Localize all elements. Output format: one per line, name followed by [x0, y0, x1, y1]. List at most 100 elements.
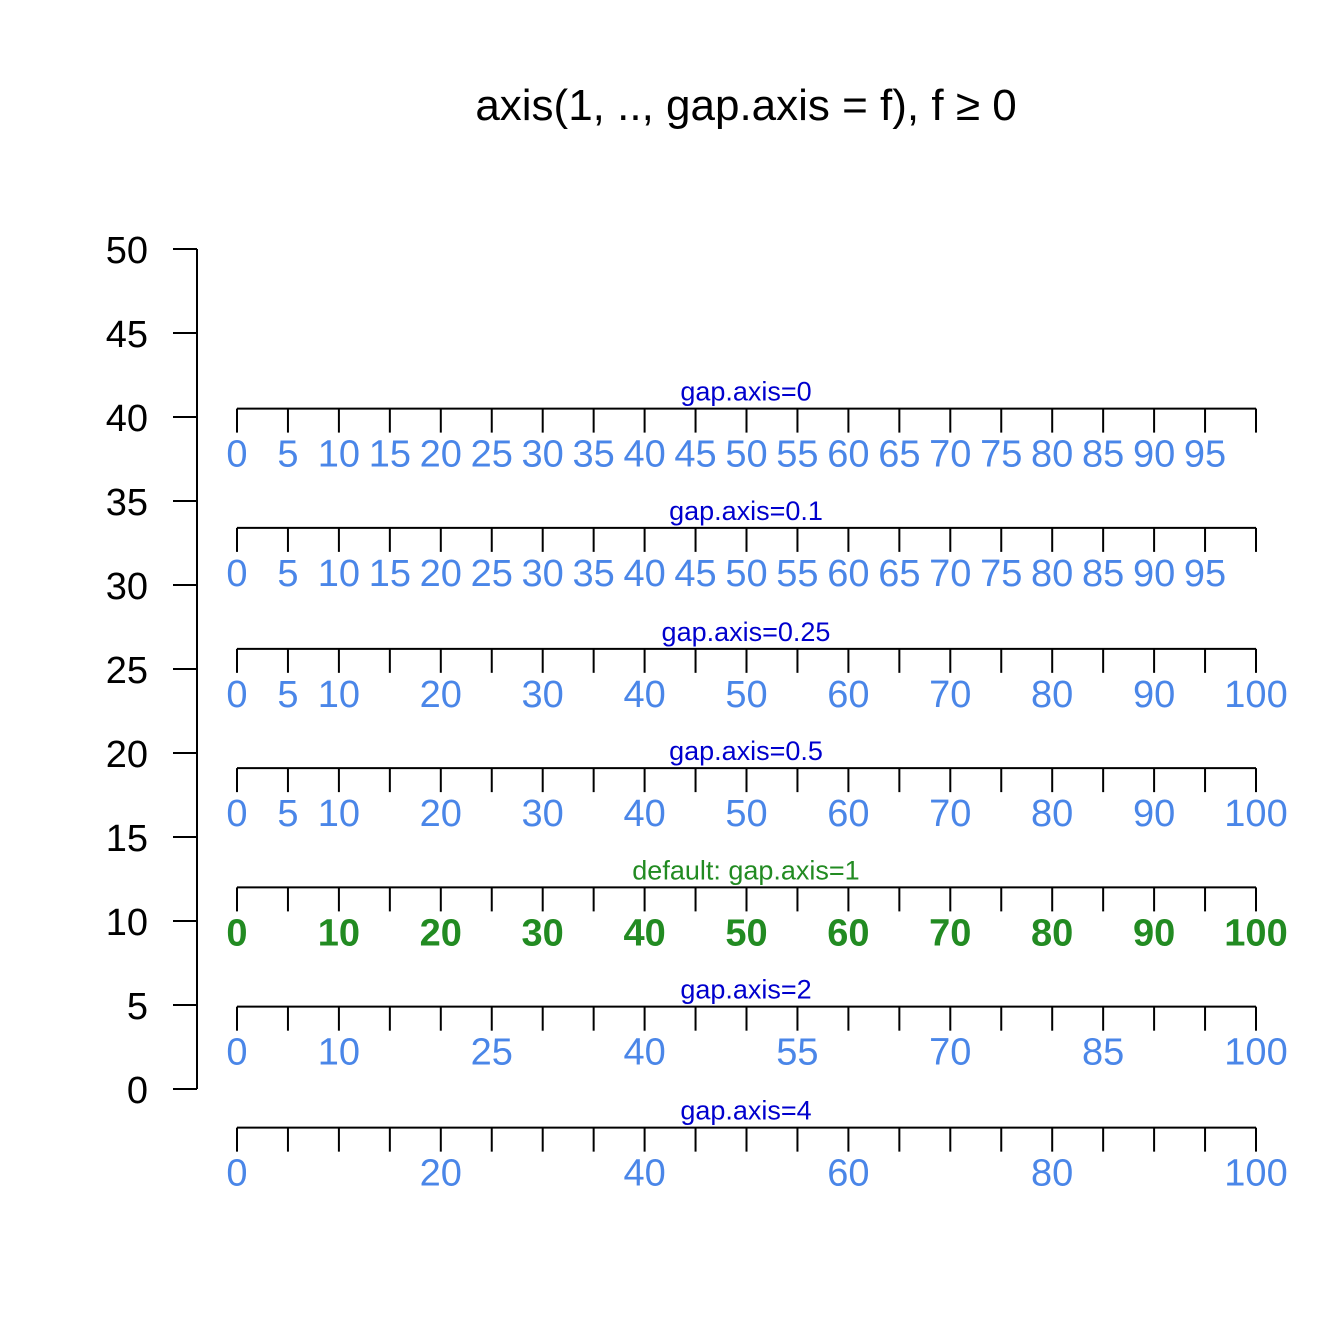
- row-tick-label: 5: [277, 553, 298, 595]
- row-tick-label: 20: [420, 434, 462, 476]
- row-tick-label: 10: [318, 1032, 360, 1074]
- row-tick-label: 25: [471, 553, 513, 595]
- row-tick-label: 100: [1224, 1032, 1287, 1074]
- gap-axis-rows: gap.axis=00 5 10 15 20 25 30 35 40 45 50 55 60 65 70 75…: [226, 377, 1287, 1195]
- row-tick-label: 45: [674, 553, 716, 595]
- row-tick-label: 60: [827, 793, 869, 835]
- row-tick-label: 20: [420, 793, 462, 835]
- row-tick-label: 50: [725, 674, 767, 716]
- row-tick-label: 80: [1031, 912, 1073, 954]
- row-tick-label: 35: [573, 553, 615, 595]
- row-tick-label: 90: [1133, 553, 1175, 595]
- row-tick-label: 50: [725, 912, 767, 954]
- row-tick-label: 40: [623, 1032, 665, 1074]
- gap-axis-row: gap.axis=4 0 20 40 60 80 100: [226, 1096, 1287, 1195]
- row-tick-label: 70: [929, 434, 971, 476]
- row-tick-label: 20: [420, 674, 462, 716]
- row-tick-label: 75: [980, 553, 1022, 595]
- y-tick-label: 0: [127, 1070, 148, 1112]
- row-tick-label: 50: [725, 434, 767, 476]
- row-tick-label: 10: [318, 553, 360, 595]
- y-tick-label: 15: [106, 818, 148, 860]
- row-tick-label: 40: [623, 1153, 665, 1195]
- row-tick-label: 20: [420, 912, 462, 954]
- row-tick-label: 20: [420, 1153, 462, 1195]
- row-tick-label: 60: [827, 434, 869, 476]
- row-tick-label: 40: [623, 553, 665, 595]
- row-tick-label: 5: [277, 793, 298, 835]
- y-tick-label: 20: [106, 734, 148, 776]
- row-caption: gap.axis=2: [680, 975, 811, 1005]
- row-tick-label: 60: [827, 912, 869, 954]
- row-tick-label: 90: [1133, 674, 1175, 716]
- row-tick-label: 95: [1184, 553, 1226, 595]
- row-tick-label: 0: [226, 912, 247, 954]
- row-tick-label: 90: [1133, 434, 1175, 476]
- row-tick-label: 50: [725, 553, 767, 595]
- gap-axis-row: default: gap.axis=1 0 10 20 30 40 50 60 70 80 90 10…: [226, 855, 1287, 954]
- y-tick-label: 40: [106, 398, 148, 440]
- row-tick-label: 15: [369, 434, 411, 476]
- chart-title: axis(1, .., gap.axis = f), f ≥ 0: [475, 81, 1016, 130]
- row-caption: gap.axis=0: [680, 377, 811, 407]
- row-tick-label: 100: [1224, 1153, 1287, 1195]
- row-tick-label: 10: [318, 674, 360, 716]
- row-tick-label: 80: [1031, 1153, 1073, 1195]
- row-tick-label: 5: [277, 434, 298, 476]
- row-tick-label: 0: [226, 434, 247, 476]
- gap-axis-row: gap.axis=0.1 0 5 10 15 20 25 30 35 40 45 50 55 60 65 70…: [226, 496, 1257, 595]
- row-tick-label: 100: [1224, 912, 1287, 954]
- row-tick-label: 80: [1031, 434, 1073, 476]
- row-tick-label: 15: [369, 553, 411, 595]
- row-tick-label: 40: [623, 434, 665, 476]
- row-tick-label: 0: [226, 793, 247, 835]
- row-tick-label: 70: [929, 793, 971, 835]
- y-tick-label: 35: [106, 482, 148, 524]
- row-tick-label: 60: [827, 553, 869, 595]
- y-tick-label: 45: [106, 314, 148, 356]
- row-tick-label: 40: [623, 912, 665, 954]
- row-tick-label: 10: [318, 793, 360, 835]
- y-tick-label: 30: [106, 566, 148, 608]
- row-tick-label: 65: [878, 553, 920, 595]
- row-tick-label: 65: [878, 434, 920, 476]
- gap-axis-row: gap.axis=2 0 10 25 40 55 70 85 100: [226, 975, 1287, 1074]
- row-tick-label: 30: [522, 912, 564, 954]
- row-tick-label: 30: [522, 553, 564, 595]
- row-tick-label: 70: [929, 674, 971, 716]
- row-tick-label: 45: [674, 434, 716, 476]
- row-tick-label: 25: [471, 1032, 513, 1074]
- row-tick-label: 30: [522, 434, 564, 476]
- row-tick-label: 55: [776, 434, 818, 476]
- row-tick-label: 90: [1133, 912, 1175, 954]
- row-tick-label: 30: [522, 793, 564, 835]
- row-tick-label: 25: [471, 434, 513, 476]
- row-tick-label: 70: [929, 553, 971, 595]
- row-tick-label: 40: [623, 793, 665, 835]
- row-tick-label: 50: [725, 793, 767, 835]
- row-tick-label: 80: [1031, 553, 1073, 595]
- row-tick-label: 100: [1224, 793, 1287, 835]
- row-tick-label: 20: [420, 553, 462, 595]
- row-tick-label: 35: [573, 434, 615, 476]
- y-tick-label: 10: [106, 902, 148, 944]
- row-tick-label: 60: [827, 1153, 869, 1195]
- y-tick-label: 25: [106, 650, 148, 692]
- row-tick-label: 10: [318, 434, 360, 476]
- gap-axis-row: gap.axis=0.25 0 5 10 20 30 40 50 60 70 80 90 100: [226, 617, 1287, 716]
- row-caption: gap.axis=0.25: [662, 617, 831, 647]
- row-tick-label: 0: [226, 1032, 247, 1074]
- row-tick-label: 70: [929, 1032, 971, 1074]
- row-tick-label: 10: [318, 912, 360, 954]
- row-tick-label: 85: [1082, 1032, 1124, 1074]
- row-tick-label: 70: [929, 912, 971, 954]
- y-tick-label: 50: [106, 230, 148, 272]
- row-tick-label: 95: [1184, 434, 1226, 476]
- row-caption: gap.axis=0.5: [669, 736, 823, 766]
- row-tick-label: 90: [1133, 793, 1175, 835]
- row-tick-label: 55: [776, 1032, 818, 1074]
- row-tick-label: 85: [1082, 434, 1124, 476]
- row-tick-label: 85: [1082, 553, 1124, 595]
- gap-axis-row: gap.axis=0 0 5 10 15 20 25 30 35 40 45 50 55 60 65 70 75…: [226, 377, 1257, 476]
- row-tick-label: 80: [1031, 793, 1073, 835]
